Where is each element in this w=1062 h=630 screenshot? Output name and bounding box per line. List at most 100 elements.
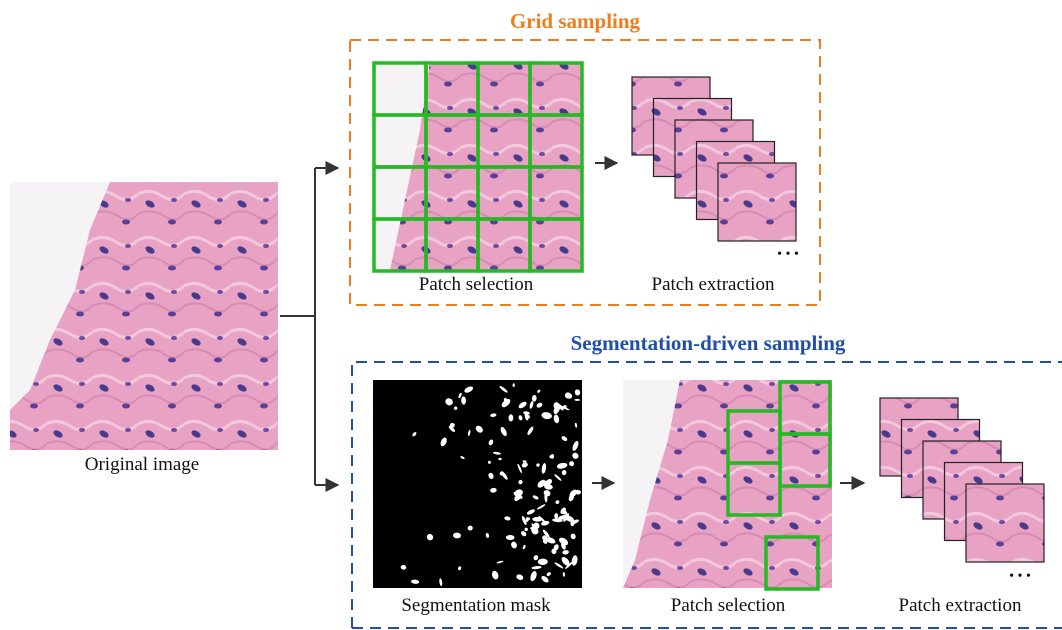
mask-blob: [536, 504, 546, 510]
mask-blob: [532, 516, 543, 522]
branch-line: [280, 168, 316, 485]
selected-patch: [778, 432, 832, 488]
mask-blob: [533, 555, 539, 561]
mask-blob: [536, 402, 543, 408]
mask-blob: [490, 413, 497, 417]
mask-blob: [562, 550, 569, 555]
segmentation-mask: [373, 380, 582, 588]
mask-blob: [574, 422, 578, 428]
mask-blob: [537, 558, 548, 566]
grid-patch-extraction-label: Patch extraction: [652, 274, 775, 295]
mask-blob: [521, 531, 527, 537]
mask-blob: [571, 555, 578, 566]
mask-blob: [521, 462, 528, 468]
mask-blob: [490, 487, 497, 493]
segmentation-patch-extraction-label: Patch extraction: [899, 595, 1022, 616]
mask-blob: [448, 425, 456, 432]
mask-blob: [516, 574, 524, 580]
mask-blob: [508, 414, 514, 422]
mask-blob: [561, 556, 570, 566]
mask-blob: [569, 461, 575, 467]
patch-grid: [372, 61, 584, 273]
mask-blob: [491, 570, 499, 580]
mask-blob: [557, 403, 564, 411]
mask-blob: [561, 436, 568, 442]
mask-blob: [574, 398, 581, 401]
mask-blob: [553, 414, 560, 424]
extracted-patches: [879, 397, 1045, 563]
mask-blob: [454, 406, 458, 410]
patch: [965, 483, 1045, 563]
mask-blob: [530, 571, 537, 582]
mask-blob: [505, 534, 515, 541]
mask-blob: [440, 437, 447, 447]
mask-blobs: [400, 383, 581, 587]
mask-blob: [554, 513, 559, 519]
mask-blob: [504, 516, 511, 521]
mask-blob: [562, 572, 566, 577]
mask-blob: [531, 566, 542, 570]
mask-blob: [559, 537, 569, 546]
original-image-label: Original image: [85, 454, 200, 475]
mask-blob: [568, 493, 575, 502]
mask-blob: [475, 425, 483, 433]
mask-blob: [515, 489, 523, 496]
mask-blob: [411, 579, 420, 584]
mask-blob: [541, 412, 552, 420]
mask-blob: [555, 500, 560, 505]
mask-blob: [487, 460, 491, 464]
mask-blob: [458, 566, 462, 571]
mask-blob: [532, 495, 539, 500]
mask-blob: [527, 426, 534, 435]
mask-blob: [561, 542, 566, 550]
mask-blob: [522, 544, 526, 550]
mask-blob: [561, 470, 567, 476]
mask-blob: [570, 519, 579, 525]
mask-blob: [412, 432, 417, 437]
mask-blob: [556, 462, 568, 469]
mask-blob: [445, 398, 453, 406]
selected-patch: [764, 535, 820, 591]
segmentation-ellipsis: • • •: [1009, 569, 1031, 584]
mask-blob: [511, 541, 517, 549]
segmentation-sampling-box: [351, 361, 1062, 629]
mask-blob: [503, 397, 508, 404]
mask-blob: [488, 472, 494, 480]
mask-blob: [545, 537, 556, 544]
mask-blob: [531, 394, 537, 402]
mask-blob: [512, 383, 515, 388]
mask-blob: [461, 396, 467, 405]
mask-blob: [467, 429, 471, 437]
grid-cell: [528, 217, 584, 273]
mask-blob: [526, 509, 535, 515]
mask-blob: [572, 440, 579, 451]
mask-blob: [542, 539, 548, 544]
mask-blob: [544, 492, 548, 503]
mask-blob: [550, 454, 555, 459]
mask-blob: [570, 533, 576, 540]
mask-blob: [565, 561, 573, 569]
segmentation-patch-selection-label: Patch selection: [671, 595, 786, 616]
mask-blob: [467, 525, 473, 531]
mask-blob: [500, 426, 507, 437]
mask-blob: [453, 532, 461, 539]
mask-blob: [496, 560, 504, 564]
extracted-patches: [631, 76, 797, 242]
mask-blob: [518, 415, 523, 421]
mask-blob: [536, 463, 540, 467]
mask-blob: [426, 533, 434, 541]
mask-blob: [517, 463, 523, 474]
grid-ellipsis: • • •: [777, 247, 799, 262]
mask-blob: [488, 439, 494, 446]
mask-blob: [458, 392, 462, 399]
mask-blob: [460, 456, 465, 460]
mask-blob: [541, 575, 549, 583]
grid-patch-selection-label: Patch selection: [419, 274, 534, 295]
mask-blob: [524, 527, 528, 532]
mask-blob: [518, 479, 523, 485]
mask-blob: [464, 386, 474, 393]
mask-blob: [498, 457, 502, 461]
segmentation-sampling-title: Segmentation-driven sampling: [571, 331, 846, 355]
mask-blob: [485, 533, 490, 538]
